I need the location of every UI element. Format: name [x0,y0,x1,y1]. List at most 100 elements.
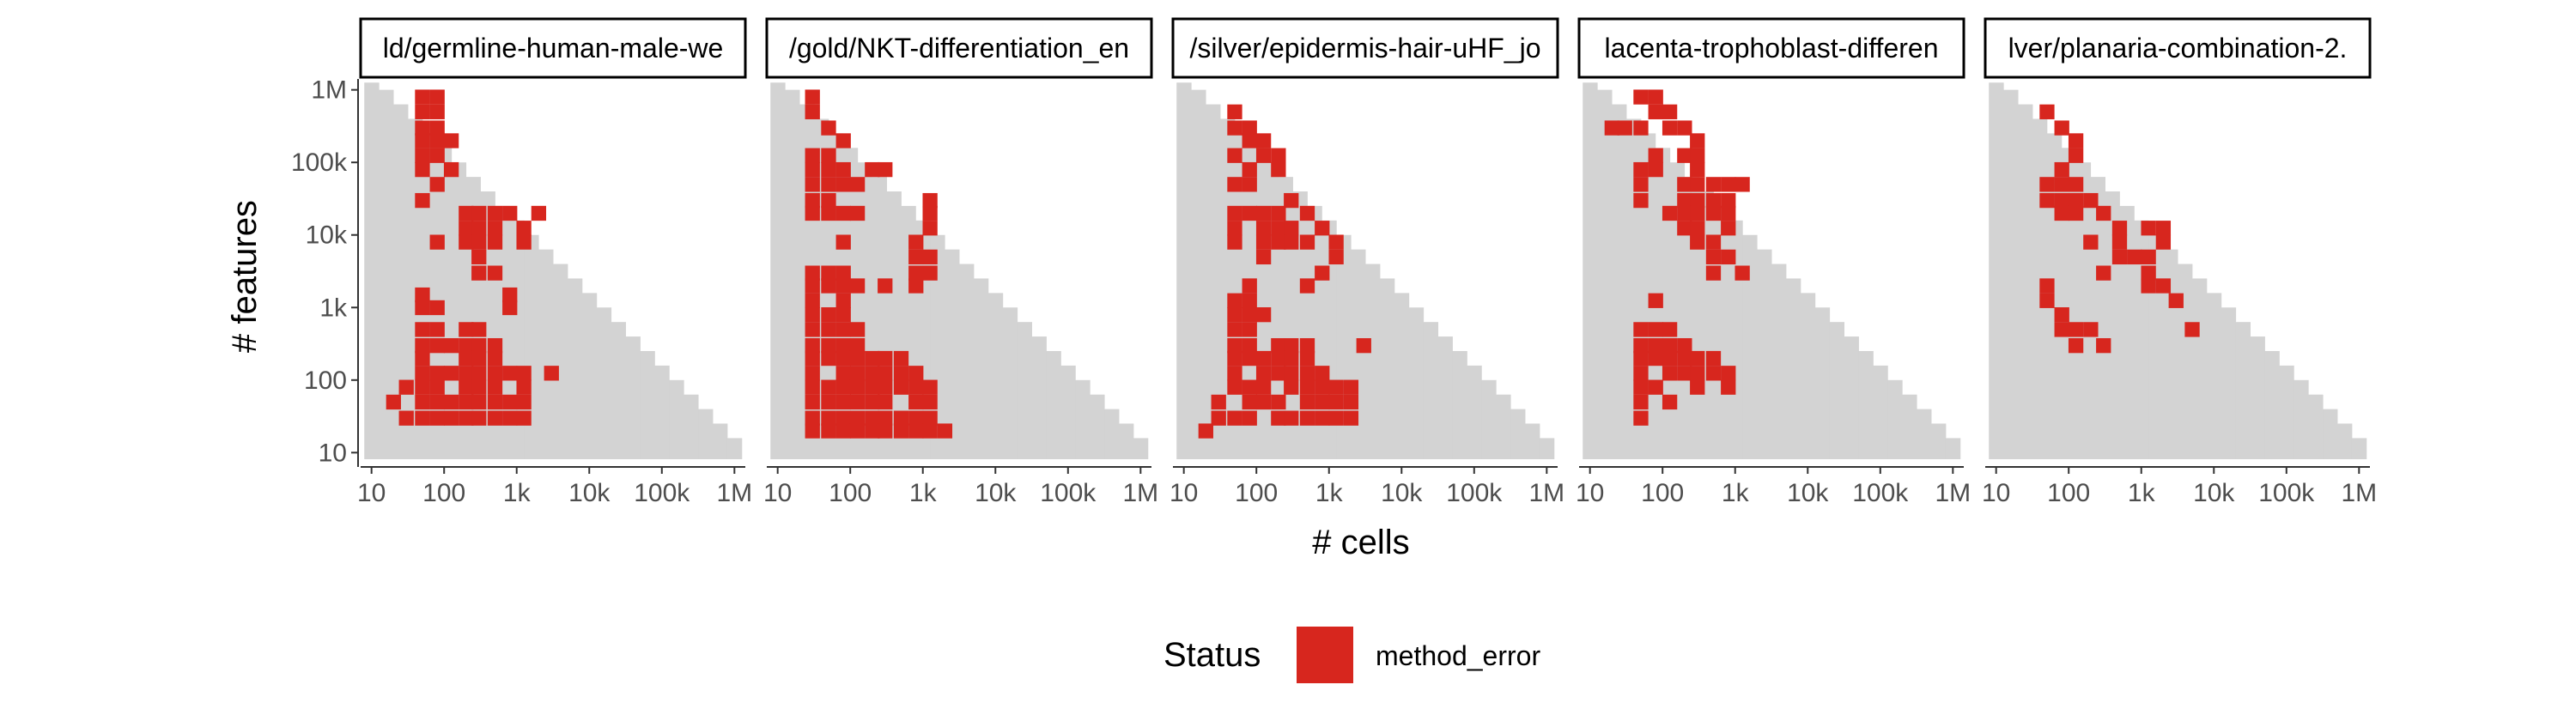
heatmap-cell [1648,161,1663,178]
heatmap-cell [415,322,430,337]
heatmap-cell [1284,338,1299,354]
grid-column [1917,409,1932,459]
heatmap-cell [2068,192,2084,209]
grid-column [1060,365,1076,459]
heatmap-cell [544,366,559,381]
error-cells [1198,104,1371,439]
heatmap-cell [1284,234,1299,250]
heatmap-cell [835,133,851,148]
heatmap-cell [1735,265,1750,281]
heatmap-cell [429,234,445,250]
heatmap-cell [2155,234,2172,250]
heatmap-cell [1284,366,1299,381]
heatmap-cell [1299,234,1315,250]
heatmap-cell [1648,338,1663,354]
heatmap-cell [821,379,836,395]
heatmap-cell [821,278,836,294]
heatmap-cell [1255,249,1272,265]
x-tick-label: 10 [1576,479,1604,507]
heatmap-cell [2068,205,2084,221]
heatmap-cell [429,177,445,192]
heatmap-cell [1690,221,1705,236]
heatmap-cell [1211,410,1226,426]
heatmap-cell [922,410,938,426]
heatmap-cell [1271,205,1286,221]
grid-column [2206,293,2222,459]
heatmap-cell [1227,350,1242,367]
grid-column [1437,336,1453,459]
heatmap-cell [2068,338,2084,354]
heatmap-cell [805,161,820,178]
grid-column [945,249,960,459]
x-axis-title: # cells [1312,524,1409,561]
heatmap-cell [1242,205,1257,221]
grid-column [1467,365,1482,459]
heatmap-cell [471,221,487,236]
heatmap-cell [1242,177,1257,192]
heatmap-cell [1227,366,1242,381]
grid-column [567,278,583,459]
grid-column [1104,409,1120,459]
facet-title: /silver/epidermis-hair-uHF_jo [1190,33,1541,64]
heatmap-cell [1705,205,1722,221]
heatmap-cell [459,366,474,381]
heatmap-cell [2141,249,2156,265]
x-tick-label: 1M [2341,479,2377,507]
grid-column [698,409,714,459]
heatmap-cell [849,205,866,221]
grid-column [1742,234,1758,459]
heatmap-cell [922,423,938,439]
heatmap-cell [1271,394,1286,410]
heatmap-cell [821,410,836,426]
grid-column [1496,394,1511,459]
x-tick-label: 100 [1641,479,1684,507]
heatmap-cell [1677,350,1692,367]
heatmap-cell [805,192,820,209]
heatmap-cell [1315,410,1330,426]
x-tick-label: 100k [634,479,690,507]
heatmap-cell [1690,379,1705,395]
grid-column [1002,307,1018,459]
heatmap-cell [821,177,836,192]
grid-column [1785,278,1801,459]
heatmap-cell [1227,338,1242,354]
heatmap-cell [1705,249,1722,265]
heatmap-cell [1633,350,1649,367]
heatmap-cell [1633,120,1649,136]
heatmap-cell [805,338,820,354]
heatmap-cell [849,423,866,439]
heatmap-cell [398,410,414,426]
grid-column [553,264,568,459]
heatmap-cell [893,410,909,426]
grid-column [1394,293,1410,459]
heatmap-cell [1735,177,1750,192]
heatmap-cell [865,379,880,395]
heatmap-cell [2054,192,2069,209]
heatmap-cell [1242,379,1257,395]
heatmap-cell [2068,148,2084,163]
x-tick-label: 100k [1446,479,1503,507]
heatmap-cell [487,366,503,381]
heatmap-cell [1242,322,1257,337]
heatmap-cell [849,379,866,395]
facet-panels: ld/germline-human-male-we 10 100 1k 10k 100k 1… [357,17,2377,507]
grid-column [683,394,699,459]
grid-column [726,438,743,459]
heatmap-cell [415,350,430,367]
heatmap-cell [1677,148,1692,163]
heatmap-cell [1648,89,1663,105]
heatmap-cell [1705,192,1722,209]
heatmap-cell [1633,394,1649,410]
heatmap-cell [805,265,820,281]
heatmap-cell [1648,148,1663,163]
heatmap-cell [835,307,851,323]
heatmap-cell [805,423,820,439]
heatmap-cell [805,322,820,337]
heatmap-cell [1662,394,1678,410]
heatmap-cell [471,379,487,395]
grid-column [2003,89,2019,459]
x-tick-label: 10k [1381,479,1423,507]
heatmap-cell [1705,366,1722,381]
grid-column [1612,104,1627,460]
heatmap-cell [1648,350,1663,367]
